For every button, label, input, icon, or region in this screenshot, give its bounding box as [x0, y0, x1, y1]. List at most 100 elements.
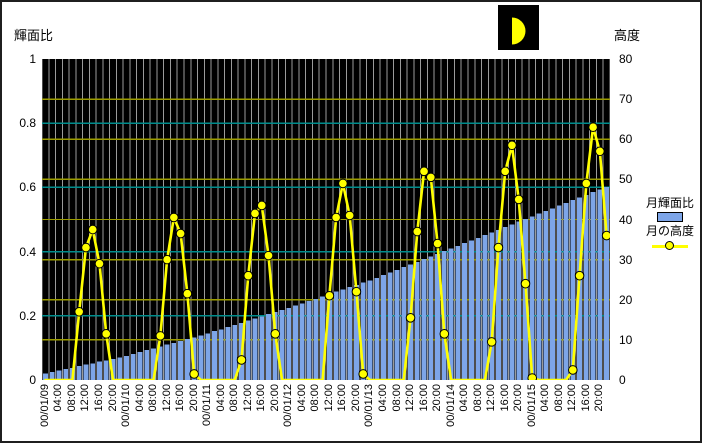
altitude-marker — [263, 250, 274, 261]
bar — [252, 318, 258, 380]
right-axis-tick: 0 — [619, 373, 626, 387]
altitude-marker — [87, 224, 98, 235]
altitude-marker — [486, 337, 497, 347]
left-axis-title: 輝面比 — [14, 28, 54, 43]
x-axis-tick-label: 00/01/09 — [38, 384, 51, 427]
altitude-marker — [324, 290, 335, 301]
x-axis-tick-label: 04:00 — [376, 384, 389, 412]
altitude-markers — [74, 122, 610, 380]
x-axis-tick-label: 16:00 — [336, 384, 349, 412]
bar — [604, 186, 609, 380]
altitude-marker — [256, 200, 267, 211]
legend-bar-label: 月輝面比 — [645, 196, 694, 210]
x-axis-tick-label: 12:00 — [160, 384, 173, 412]
x-axis-tick-label: 08:00 — [147, 384, 160, 412]
bar — [63, 369, 69, 380]
bar — [43, 373, 48, 380]
bar — [232, 324, 238, 380]
bar — [496, 229, 501, 380]
bar — [97, 361, 102, 380]
altitude-marker — [94, 258, 105, 269]
bar — [306, 301, 312, 380]
altitude-marker — [405, 313, 416, 323]
altitude-marker — [189, 369, 199, 379]
bar — [381, 275, 386, 380]
bar — [394, 269, 400, 380]
x-axis-tick-label: 12:00 — [404, 384, 417, 412]
x-axis-tick-label: 12:00 — [322, 384, 335, 412]
bar — [469, 240, 474, 380]
bar — [529, 216, 535, 380]
x-axis-tick-label: 00/01/15 — [525, 384, 538, 427]
x-axis-tick-label: 00/01/14 — [444, 384, 457, 427]
left-axis-tick: 0.4 — [19, 244, 36, 259]
bar — [563, 202, 569, 380]
altitude-marker — [74, 306, 84, 317]
x-axis-tick-label: 08:00 — [309, 384, 322, 412]
x-axis-tick-label: 20:00 — [268, 384, 281, 412]
bar — [266, 314, 271, 380]
x-axis-tick-label: 04:00 — [133, 384, 146, 412]
bar — [198, 335, 204, 380]
x-axis-tick-label: 20:00 — [106, 384, 119, 412]
bar — [218, 329, 224, 380]
chart-plot — [42, 59, 610, 380]
altitude-marker — [243, 270, 254, 281]
bar — [212, 331, 217, 380]
bar — [225, 327, 231, 380]
x-axis-tick-label: 12:00 — [485, 384, 498, 412]
legend-line-sample — [652, 241, 688, 252]
altitude-marker — [175, 228, 186, 239]
x-axis-tick-label: 12:00 — [241, 384, 254, 412]
altitude-marker — [595, 146, 605, 157]
altitude-marker — [581, 178, 592, 189]
x-axis-tick-label: 00/01/10 — [120, 384, 133, 427]
legend-line-label: 月の高度 — [645, 224, 694, 238]
x-axis-tick-label: 16:00 — [579, 384, 592, 412]
bars-series — [43, 186, 609, 380]
altitude-marker — [236, 355, 247, 365]
altitude-marker — [169, 212, 179, 223]
bar — [83, 364, 89, 380]
x-axis-tick-label: 08:00 — [471, 384, 484, 412]
altitude-marker — [344, 210, 355, 221]
bar — [299, 303, 305, 380]
bar — [475, 237, 481, 380]
bar — [272, 311, 278, 380]
bar — [448, 248, 454, 380]
bar — [347, 287, 353, 380]
altitude-marker — [351, 286, 362, 297]
altitude-marker — [338, 178, 348, 189]
bar — [462, 242, 467, 380]
bar — [516, 221, 522, 380]
bar — [286, 307, 292, 380]
bar — [583, 194, 589, 380]
bar — [428, 256, 434, 380]
legend: 月輝面比 月の高度 — [635, 196, 700, 252]
left-axis-tick: 0.2 — [19, 308, 36, 323]
altitude-marker — [250, 208, 260, 219]
bar — [570, 200, 576, 380]
bar — [259, 316, 265, 380]
x-axis-tick-label: 08:00 — [390, 384, 403, 412]
bar — [556, 205, 562, 380]
bar — [435, 253, 440, 380]
right-axis-tick: 20 — [619, 292, 633, 307]
bar — [164, 344, 170, 380]
bar — [178, 340, 183, 380]
altitude-marker — [81, 242, 91, 253]
bar — [76, 366, 82, 380]
altitude-marker — [270, 329, 281, 339]
x-axis-tick-label: 08:00 — [228, 384, 241, 412]
bar — [482, 234, 488, 380]
x-axis-tick-label: 04:00 — [458, 384, 471, 412]
x-axis-tick-label: 00/01/11 — [201, 384, 214, 427]
right-axis-tick: 10 — [619, 332, 633, 347]
right-axis-tick: 80 — [619, 52, 633, 66]
altitude-marker — [358, 369, 368, 379]
bar — [441, 250, 447, 380]
x-axis-tick-label: 04:00 — [214, 384, 227, 412]
left-axis-tick: 0 — [29, 373, 36, 387]
x-axis-tick-label: 04:00 — [539, 384, 552, 412]
